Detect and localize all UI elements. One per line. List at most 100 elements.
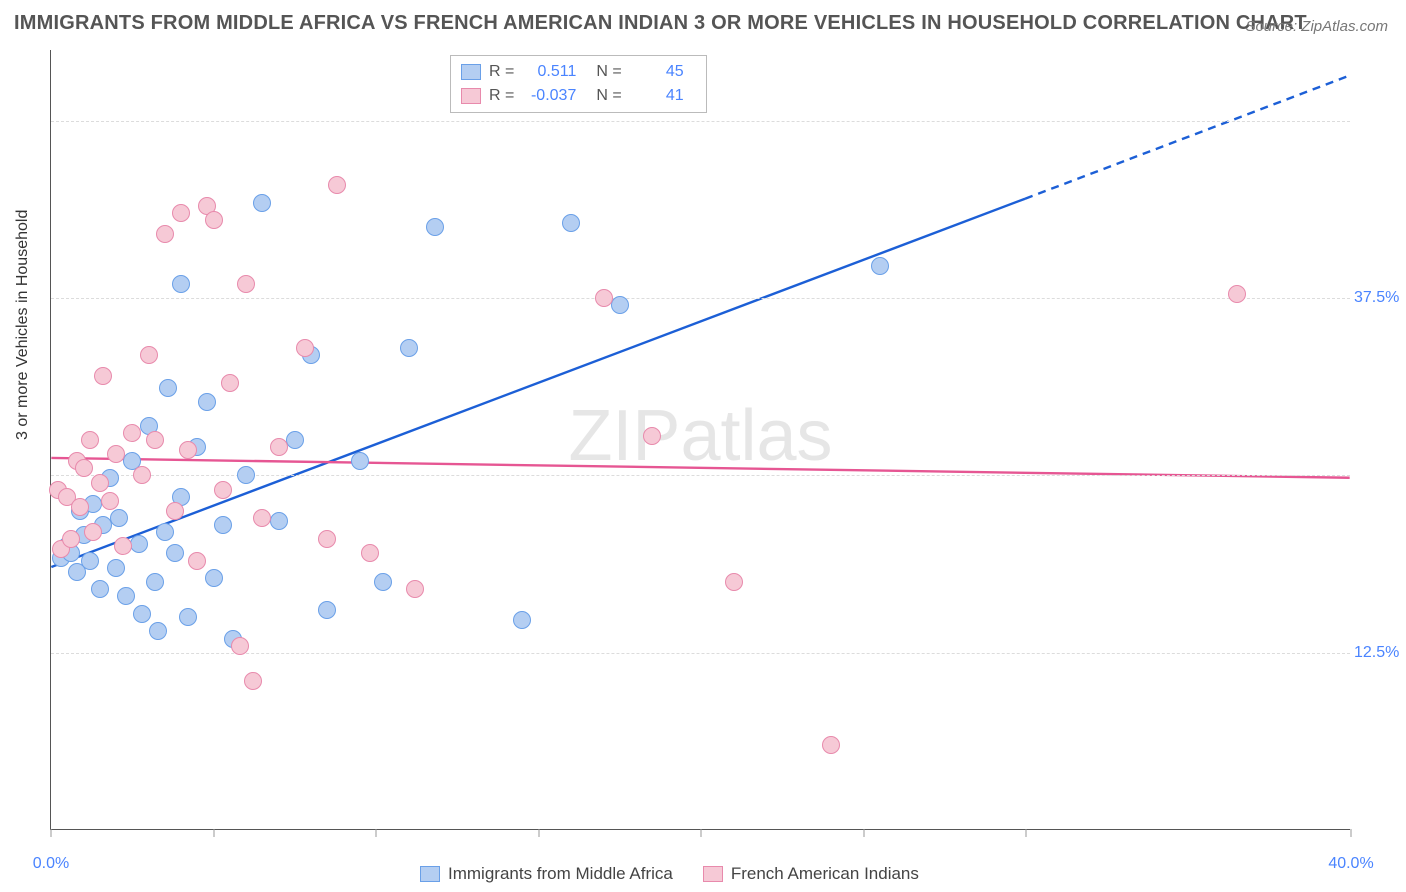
n-label-1: N = <box>596 63 621 81</box>
scatter-point-series-1 <box>149 622 167 640</box>
scatter-point-series-2 <box>361 544 379 562</box>
y-axis-label: 3 or more Vehicles in Household <box>14 210 32 440</box>
legend-item-series-2: French American Indians <box>703 864 919 884</box>
scatter-point-series-2 <box>237 275 255 293</box>
scatter-point-series-1 <box>133 605 151 623</box>
x-tick <box>376 829 377 837</box>
scatter-point-series-1 <box>107 559 125 577</box>
chart-title: IMMIGRANTS FROM MIDDLE AFRICA VS FRENCH … <box>14 12 1307 35</box>
gridline-horizontal <box>51 653 1350 654</box>
trendlines-overlay <box>51 50 1350 829</box>
scatter-point-series-1 <box>562 214 580 232</box>
x-tick <box>51 829 52 837</box>
gridline-horizontal <box>51 298 1350 299</box>
swatch-series-2 <box>461 88 481 104</box>
x-tick <box>1026 829 1027 837</box>
scatter-point-series-2 <box>328 176 346 194</box>
scatter-point-series-1 <box>351 452 369 470</box>
r-label-2: R = <box>489 87 514 105</box>
scatter-point-series-2 <box>62 530 80 548</box>
x-tick <box>1351 829 1352 837</box>
scatter-point-series-1 <box>400 339 418 357</box>
scatter-point-series-2 <box>146 431 164 449</box>
n-label-2: N = <box>596 87 621 105</box>
swatch-bottom-series-2 <box>703 866 723 882</box>
scatter-point-series-1 <box>146 573 164 591</box>
scatter-point-series-2 <box>140 346 158 364</box>
gridline-horizontal <box>51 121 1350 122</box>
y-tick-label: 37.5% <box>1354 289 1404 307</box>
scatter-point-series-2 <box>71 498 89 516</box>
scatter-point-series-2 <box>84 523 102 541</box>
legend-item-series-1: Immigrants from Middle Africa <box>420 864 673 884</box>
scatter-point-series-1 <box>159 379 177 397</box>
scatter-point-series-1 <box>318 601 336 619</box>
x-tick-label: 0.0% <box>33 855 69 873</box>
n-value-1: 45 <box>634 63 684 81</box>
scatter-point-series-1 <box>198 393 216 411</box>
swatch-bottom-series-1 <box>420 866 440 882</box>
scatter-point-series-1 <box>214 516 232 534</box>
n-value-2: 41 <box>634 87 684 105</box>
legend-row-series-2: R = -0.037 N = 41 <box>461 84 696 108</box>
legend-label-series-1: Immigrants from Middle Africa <box>448 864 673 884</box>
x-tick <box>701 829 702 837</box>
scatter-point-series-1 <box>166 544 184 562</box>
watermark-zip: ZIP <box>568 395 680 475</box>
scatter-point-series-1 <box>374 573 392 591</box>
r-value-1: 0.511 <box>526 63 576 81</box>
scatter-point-series-2 <box>270 438 288 456</box>
scatter-point-series-1 <box>286 431 304 449</box>
scatter-point-series-2 <box>123 424 141 442</box>
legend-row-series-1: R = 0.511 N = 45 <box>461 60 696 84</box>
scatter-point-series-1 <box>611 296 629 314</box>
chart-container: IMMIGRANTS FROM MIDDLE AFRICA VS FRENCH … <box>0 0 1406 892</box>
scatter-point-series-2 <box>166 502 184 520</box>
scatter-point-series-2 <box>114 537 132 555</box>
x-tick <box>213 829 214 837</box>
x-tick <box>863 829 864 837</box>
scatter-point-series-2 <box>296 339 314 357</box>
scatter-point-series-2 <box>94 367 112 385</box>
scatter-point-series-1 <box>81 552 99 570</box>
swatch-series-1 <box>461 64 481 80</box>
scatter-point-series-1 <box>130 535 148 553</box>
x-tick <box>538 829 539 837</box>
scatter-point-series-1 <box>117 587 135 605</box>
scatter-point-series-2 <box>156 225 174 243</box>
scatter-point-series-1 <box>426 218 444 236</box>
source-attribution: Source: ZipAtlas.com <box>1245 18 1388 35</box>
scatter-point-series-2 <box>822 736 840 754</box>
scatter-point-series-2 <box>179 441 197 459</box>
scatter-point-series-2 <box>172 204 190 222</box>
scatter-point-series-1 <box>513 611 531 629</box>
watermark-atlas: atlas <box>680 395 832 475</box>
x-tick-label: 40.0% <box>1328 855 1373 873</box>
scatter-point-series-2 <box>214 481 232 499</box>
scatter-point-series-1 <box>871 257 889 275</box>
scatter-point-series-2 <box>221 374 239 392</box>
r-value-2: -0.037 <box>526 87 576 105</box>
scatter-point-series-2 <box>188 552 206 570</box>
scatter-point-series-1 <box>179 608 197 626</box>
series-legend: Immigrants from Middle Africa French Ame… <box>420 864 919 884</box>
scatter-point-series-1 <box>110 509 128 527</box>
r-label-1: R = <box>489 63 514 81</box>
scatter-point-series-2 <box>107 445 125 463</box>
scatter-point-series-2 <box>643 427 661 445</box>
scatter-point-series-2 <box>231 637 249 655</box>
scatter-point-series-2 <box>101 492 119 510</box>
y-tick-label: 12.5% <box>1354 644 1404 662</box>
scatter-point-series-2 <box>81 431 99 449</box>
scatter-point-series-2 <box>253 509 271 527</box>
scatter-point-series-1 <box>172 275 190 293</box>
scatter-point-series-1 <box>253 194 271 212</box>
scatter-point-series-1 <box>205 569 223 587</box>
watermark: ZIPatlas <box>568 394 832 476</box>
legend-label-series-2: French American Indians <box>731 864 919 884</box>
correlation-legend: R = 0.511 N = 45 R = -0.037 N = 41 <box>450 55 707 113</box>
scatter-point-series-2 <box>318 530 336 548</box>
scatter-point-series-1 <box>270 512 288 530</box>
scatter-point-series-2 <box>75 459 93 477</box>
scatter-point-series-2 <box>244 672 262 690</box>
